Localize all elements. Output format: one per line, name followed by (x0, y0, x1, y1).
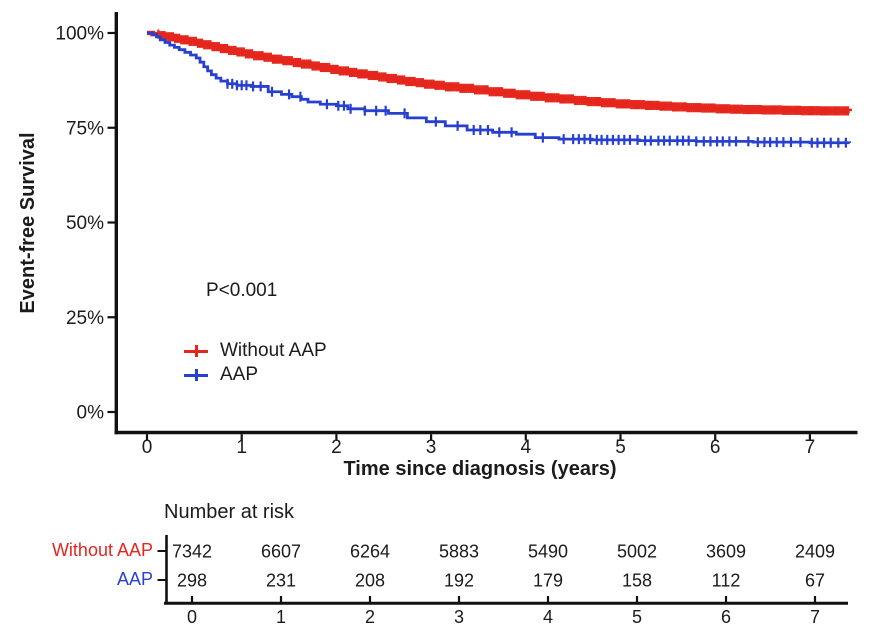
risk-count: 208 (355, 571, 385, 591)
legend: Without AAP AAP (184, 339, 327, 387)
risk-count: 5490 (528, 542, 568, 562)
risk-axis-label: 1 (276, 607, 286, 627)
x-tick-label: 0 (142, 437, 153, 458)
risk-count: 2409 (795, 542, 835, 562)
y-tick-label: 100% (55, 24, 104, 45)
risk-count: 298 (177, 571, 207, 591)
risk-count: 158 (622, 571, 652, 591)
risk-axis-label: 4 (543, 607, 553, 627)
series-line-without-aap (147, 30, 852, 114)
x-tick-label: 7 (805, 437, 816, 458)
risk-axis-label: 3 (454, 607, 464, 627)
x-tick-label: 4 (521, 437, 532, 458)
risk-count: 112 (712, 571, 741, 591)
y-tick-label: 0% (77, 403, 105, 424)
risk-count: 6607 (261, 542, 301, 562)
x-axis-title: Time since diagnosis (years) (343, 458, 617, 480)
risk-axis-label: 2 (365, 607, 375, 627)
risk-row-label-aap: AAP (116, 569, 153, 589)
risk-count: 5883 (439, 542, 479, 562)
risk-axis-label: 5 (632, 607, 642, 627)
risk-count: 67 (805, 571, 825, 591)
censor-marks-aap (226, 78, 847, 148)
legend-label: AAP (220, 364, 259, 385)
risk-count: 7342 (172, 542, 212, 562)
y-tick-label: 75% (66, 118, 104, 139)
x-tick-label: 5 (615, 437, 626, 458)
x-tick-label: 2 (331, 437, 342, 458)
plus-marker-icon (184, 368, 208, 382)
risk-count: 179 (533, 571, 563, 591)
risk-count: 3609 (706, 542, 746, 562)
risk-count: 6264 (350, 542, 390, 562)
censor-marks-without-aap (157, 29, 850, 116)
series-line-aap (147, 31, 852, 145)
risk-table-title: Number at risk (164, 501, 295, 523)
y-tick-label: 25% (66, 308, 104, 329)
legend-item-aap: AAP (184, 363, 327, 387)
legend-item-without-aap: Without AAP (184, 339, 327, 363)
plus-marker-icon (184, 344, 208, 358)
risk-row-label-without-aap: Without AAP (51, 540, 153, 560)
y-tick-label: 50% (66, 213, 104, 234)
risk-axis-label: 6 (721, 607, 731, 627)
x-tick-label: 3 (426, 437, 437, 458)
risk-axis-label: 7 (810, 607, 820, 627)
risk-count: 5002 (617, 542, 657, 562)
risk-count: 192 (444, 571, 474, 591)
legend-label: Without AAP (220, 340, 327, 361)
p-value-annotation: P<0.001 (206, 280, 278, 301)
y-axis-title: Event-free Survival (17, 132, 39, 314)
risk-axis-label: 0 (187, 607, 197, 627)
risk-count: 231 (266, 571, 296, 591)
x-tick-label: 1 (236, 437, 247, 458)
x-tick-label: 6 (710, 437, 721, 458)
